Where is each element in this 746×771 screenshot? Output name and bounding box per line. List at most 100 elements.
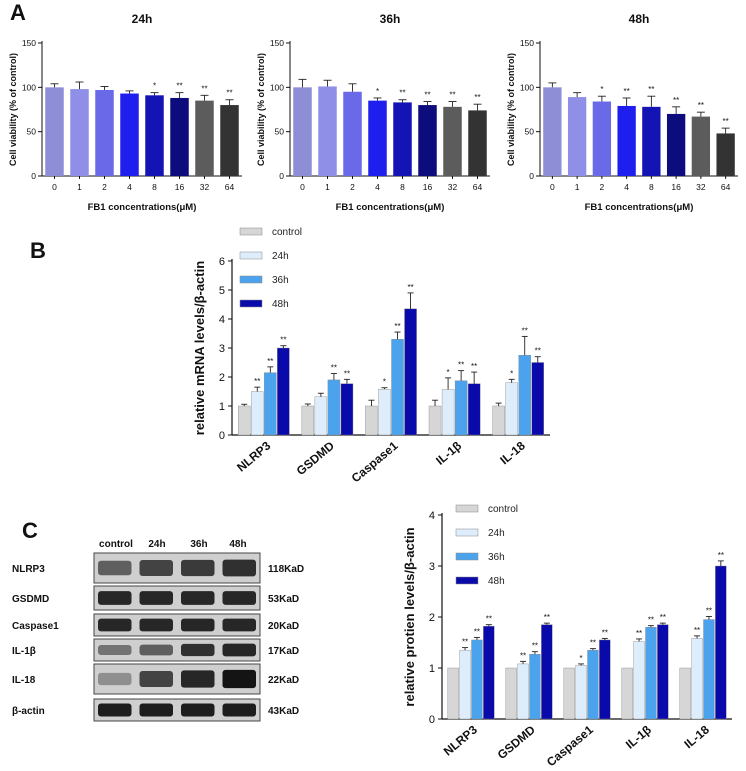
bar bbox=[715, 565, 727, 720]
blot-band bbox=[181, 643, 215, 657]
significance-label: ** bbox=[344, 369, 350, 378]
bar bbox=[340, 383, 354, 436]
bar bbox=[120, 93, 139, 176]
blot-band bbox=[222, 559, 256, 577]
blot-band bbox=[222, 669, 256, 689]
blot-band bbox=[98, 644, 132, 656]
bar bbox=[567, 97, 587, 176]
significance-label: ** bbox=[331, 364, 337, 373]
y-tick-label: 2 bbox=[429, 612, 435, 624]
bar bbox=[314, 396, 328, 436]
significance-label: ** bbox=[602, 628, 608, 637]
blot-size-label: 20KaD bbox=[268, 621, 299, 632]
significance-label: * bbox=[510, 369, 513, 378]
significance-label: ** bbox=[226, 89, 232, 98]
bar bbox=[467, 383, 481, 436]
y-axis-label: Cell viability (% of control) bbox=[506, 53, 516, 166]
x-tick-label: 0 bbox=[52, 182, 57, 192]
legend-label: 36h bbox=[272, 275, 289, 286]
significance-label: ** bbox=[449, 91, 455, 100]
bar bbox=[621, 667, 633, 720]
x-category-label: GSDMD bbox=[294, 438, 337, 478]
y-axis-label: Cell viability (% of control) bbox=[8, 53, 18, 166]
blot-size-label: 53KaD bbox=[268, 594, 299, 605]
bar bbox=[505, 667, 517, 720]
x-tick-label: 8 bbox=[152, 182, 157, 192]
bar bbox=[70, 89, 89, 176]
x-tick-label: 16 bbox=[175, 182, 185, 192]
bar bbox=[45, 87, 64, 176]
significance-label: ** bbox=[520, 651, 526, 660]
y-tick-label: 4 bbox=[219, 314, 225, 326]
bar bbox=[238, 405, 251, 436]
x-axis-label: FB1 concentrations(μM) bbox=[585, 202, 694, 213]
y-tick-label: 50 bbox=[525, 127, 535, 137]
y-tick-label: 0 bbox=[31, 171, 36, 181]
blot-band bbox=[98, 591, 132, 605]
bar bbox=[543, 87, 562, 176]
significance-label: ** bbox=[694, 626, 700, 635]
x-tick-label: 16 bbox=[671, 182, 681, 192]
blot-protein-label: Caspase1 bbox=[12, 621, 59, 632]
blot-band bbox=[222, 618, 256, 632]
chart-panel-a-48h: 48h 0 50 100 150 0 1 2 * 4 ** 8 ** 16 ** 32 ** 64 ** Cell v… bbox=[506, 12, 738, 213]
blot-protein-label: β-actin bbox=[12, 706, 45, 717]
x-tick-label: 1 bbox=[575, 182, 580, 192]
x-category-label: NLRP3 bbox=[441, 722, 480, 758]
y-tick-label: 0 bbox=[279, 171, 284, 181]
y-axis-label: Cell viability (% of control) bbox=[256, 53, 266, 166]
bar bbox=[443, 106, 462, 176]
blot-band bbox=[222, 703, 256, 717]
blot-band bbox=[98, 560, 132, 576]
chart-title: 24h bbox=[132, 12, 153, 26]
y-tick-label: 6 bbox=[219, 256, 225, 268]
x-tick-label: 4 bbox=[624, 182, 629, 192]
significance-label: ** bbox=[660, 613, 666, 622]
y-tick-label: 4 bbox=[429, 510, 435, 522]
significance-label: * bbox=[383, 378, 386, 387]
y-tick-label: 1 bbox=[219, 401, 225, 413]
bar bbox=[541, 624, 553, 720]
bar bbox=[264, 372, 277, 436]
bar bbox=[365, 405, 378, 436]
blot-band bbox=[181, 559, 215, 577]
x-tick-label: 32 bbox=[200, 182, 210, 192]
significance-label: * bbox=[376, 87, 379, 96]
blot-band bbox=[98, 703, 132, 717]
blot-membrane bbox=[93, 698, 261, 722]
legend-label: 36h bbox=[488, 552, 505, 563]
x-category-label: Caspase1 bbox=[349, 438, 401, 485]
significance-label: ** bbox=[474, 627, 480, 636]
bar bbox=[170, 97, 189, 176]
bar bbox=[592, 101, 612, 176]
blot-protein-label: IL-18 bbox=[12, 675, 36, 686]
significance-label: ** bbox=[723, 117, 729, 126]
bar bbox=[195, 100, 214, 176]
bar bbox=[642, 106, 661, 176]
x-axis-label: FB1 concentrations(μM) bbox=[336, 202, 445, 213]
blot-band bbox=[98, 618, 132, 632]
chart-title: 48h bbox=[629, 12, 650, 26]
significance-label: * bbox=[600, 85, 603, 94]
significance-label: ** bbox=[698, 101, 704, 110]
bar bbox=[251, 391, 264, 436]
bar bbox=[716, 133, 735, 176]
x-category-label: NLRP3 bbox=[234, 438, 273, 474]
legend-label: 24h bbox=[272, 251, 289, 262]
significance-label: ** bbox=[706, 606, 712, 615]
bar bbox=[531, 362, 544, 436]
legend-swatch bbox=[239, 275, 263, 284]
legend-label: control bbox=[488, 504, 518, 515]
x-tick-label: 0 bbox=[550, 182, 555, 192]
x-tick-label: 32 bbox=[448, 182, 458, 192]
x-tick-label: 2 bbox=[350, 182, 355, 192]
legend-swatch bbox=[455, 576, 479, 585]
significance-label: ** bbox=[544, 613, 550, 622]
significance-label: ** bbox=[486, 615, 492, 624]
blot-membrane bbox=[93, 638, 261, 662]
y-tick-label: 3 bbox=[219, 343, 225, 355]
significance-label: ** bbox=[718, 551, 724, 560]
bar bbox=[393, 102, 412, 176]
significance-label: ** bbox=[522, 326, 528, 335]
